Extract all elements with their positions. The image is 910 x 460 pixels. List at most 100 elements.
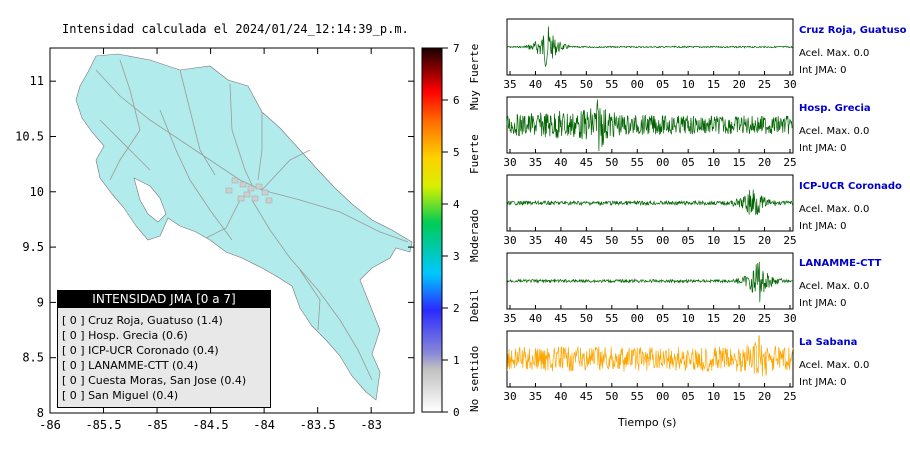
seismogram-tick-label: 40: [529, 78, 542, 91]
seismogram-tick-label: 55: [631, 234, 644, 247]
seismogram-tick-label: 20: [758, 390, 771, 403]
seismogram-tick-label: 10: [707, 390, 720, 403]
map-title: Intensidad calculada el 2024/01/24_12:14…: [62, 22, 409, 36]
seismogram-trace: [506, 335, 794, 377]
legend-title: INTENSIDAD JMA [0 a 7]: [57, 290, 271, 308]
seismogram-tick-label: 15: [732, 156, 745, 169]
seismogram-tick-label: 50: [605, 156, 618, 169]
costa-rica-landmass: [75, 53, 413, 401]
seismogram-tick-label: 35: [503, 78, 516, 91]
seismogram-tick-label: 05: [656, 78, 669, 91]
seismogram-tick-label: 35: [529, 234, 542, 247]
scale-tick-label: 0: [453, 406, 460, 419]
map-x-tick-label: -84.5: [193, 418, 229, 432]
seismogram-tick-label: 00: [656, 156, 669, 169]
seismogram-tick-label: 50: [605, 234, 618, 247]
seismogram-tick-label: 40: [554, 234, 567, 247]
map-y-tick-label: 10.5: [15, 129, 44, 143]
scale-tick-label: 2: [453, 302, 460, 315]
station-int: Int JMA: 0: [799, 143, 847, 154]
station-acel: Acel. Max. 0.0: [799, 126, 870, 137]
station-acel: Acel. Max. 0.0: [799, 281, 870, 292]
seismogram-tick-label: 30: [503, 390, 516, 403]
seismogram-tick-label: 35: [529, 156, 542, 169]
seismogram-tick-label: 00: [656, 234, 669, 247]
seismogram-tick-label: 10: [682, 78, 695, 91]
scale-label-debil: Debil: [468, 288, 481, 322]
seismogram-tick-label: 10: [707, 156, 720, 169]
scale-tick-label: 3: [453, 250, 460, 263]
seismogram-tick-label: 15: [707, 312, 720, 325]
seismogram-tick-label: 25: [758, 78, 771, 91]
seismogram-tick-label: 50: [580, 78, 593, 91]
seismogram-tick-label: 15: [732, 234, 745, 247]
station-name: La Sabana: [799, 337, 858, 348]
seismogram-tick-label: 30: [783, 78, 796, 91]
seismogram-tick-label: 55: [631, 156, 644, 169]
scale-label-no-sentido: No sentido: [468, 345, 481, 412]
road-network: [95, 59, 409, 381]
seismogram-tick-label: 10: [682, 312, 695, 325]
seismogram-tick-label: 30: [503, 234, 516, 247]
map-x-tick-label: -86: [39, 418, 61, 432]
seismogram-tick-label: 20: [732, 78, 745, 91]
time-axis-label: Tiempo (s): [618, 416, 677, 429]
legend-row: [ 0 ] ICP-UCR Coronado (0.4): [62, 344, 219, 357]
legend-box: [57, 290, 271, 408]
legend-row: [ 0 ] LANAMME-CTT (0.4): [62, 359, 199, 372]
scale-label-moderado: Moderado: [468, 209, 481, 262]
seismogram-tick-label: 20: [758, 234, 771, 247]
seismogram-tick-label: 05: [682, 156, 695, 169]
seismogram-tick-label: 45: [554, 78, 567, 91]
seismogram-tick-label: 40: [554, 156, 567, 169]
station-name: Hosp. Grecia: [799, 103, 871, 114]
seismogram-tick-label: 25: [783, 156, 796, 169]
map-x-axis: -86 -85.5 -85 -84.5 -84 -83.5 -83: [39, 48, 382, 432]
seismogram-tick-label: 45: [580, 156, 593, 169]
nicoya-gulf: [133, 177, 167, 223]
seismogram-tick-label: 55: [605, 78, 618, 91]
seismogram-tick-label: 40: [554, 390, 567, 403]
seismogram-trace: [506, 99, 794, 152]
map-y-tick-label: 9.5: [22, 240, 44, 254]
station-name: ICP-UCR Coronado: [799, 181, 902, 192]
seismogram-tick-label: 50: [605, 390, 618, 403]
legend-row: [ 0 ] Cuesta Moras, San Jose (0.4): [62, 374, 247, 387]
station-acel: Acel. Max. 0.0: [799, 204, 870, 215]
seismogram-tick-label: 00: [631, 78, 644, 91]
seismogram-trace: [506, 189, 794, 216]
seismogram-tick-label: 10: [707, 234, 720, 247]
legend-row: [ 0 ] Hosp. Grecia (0.6): [62, 329, 188, 342]
station-name: LANAMME-CTT: [799, 258, 882, 269]
seismogram-tick-label: 05: [656, 312, 669, 325]
seismogram-tick-label: 25: [783, 234, 796, 247]
station-int: Int JMA: 0: [799, 221, 847, 232]
scale-label-fuerte: Fuerte: [468, 134, 481, 174]
map-x-tick-label: -85: [146, 418, 168, 432]
seismogram-tick-label: 40: [529, 312, 542, 325]
seismogram-tick-label: 35: [503, 312, 516, 325]
map-x-tick-label: -85.5: [85, 418, 121, 432]
seismogram-tick-label: 05: [682, 390, 695, 403]
seismogram-tick-label: 25: [783, 390, 796, 403]
map-y-tick-label: 8: [37, 406, 44, 420]
seismogram-tick-label: 30: [503, 156, 516, 169]
seismogram-tick-label: 30: [783, 312, 796, 325]
map-y-tick-label: 8.5: [22, 351, 44, 365]
seismogram-tick-label: 20: [758, 156, 771, 169]
seismogram-tick-label: 45: [580, 390, 593, 403]
seismogram-tick-label: 25: [758, 312, 771, 325]
station-int: Int JMA: 0: [799, 377, 847, 388]
seismogram-tick-label: 50: [580, 312, 593, 325]
station-int: Int JMA: 0: [799, 65, 847, 76]
station-int: Int JMA: 0: [799, 298, 847, 309]
scale-label-muy-fuerte: Muy Fuerte: [468, 43, 481, 110]
intensity-color-scale: [421, 47, 443, 413]
seismogram-tick-label: 35: [529, 390, 542, 403]
color-scale-ticks: 7 6 5 4 3 2 1 0: [442, 42, 460, 419]
map-x-tick-label: -84: [253, 418, 275, 432]
map-x-tick-label: -83: [360, 418, 382, 432]
seismogram-tick-label: 55: [631, 390, 644, 403]
